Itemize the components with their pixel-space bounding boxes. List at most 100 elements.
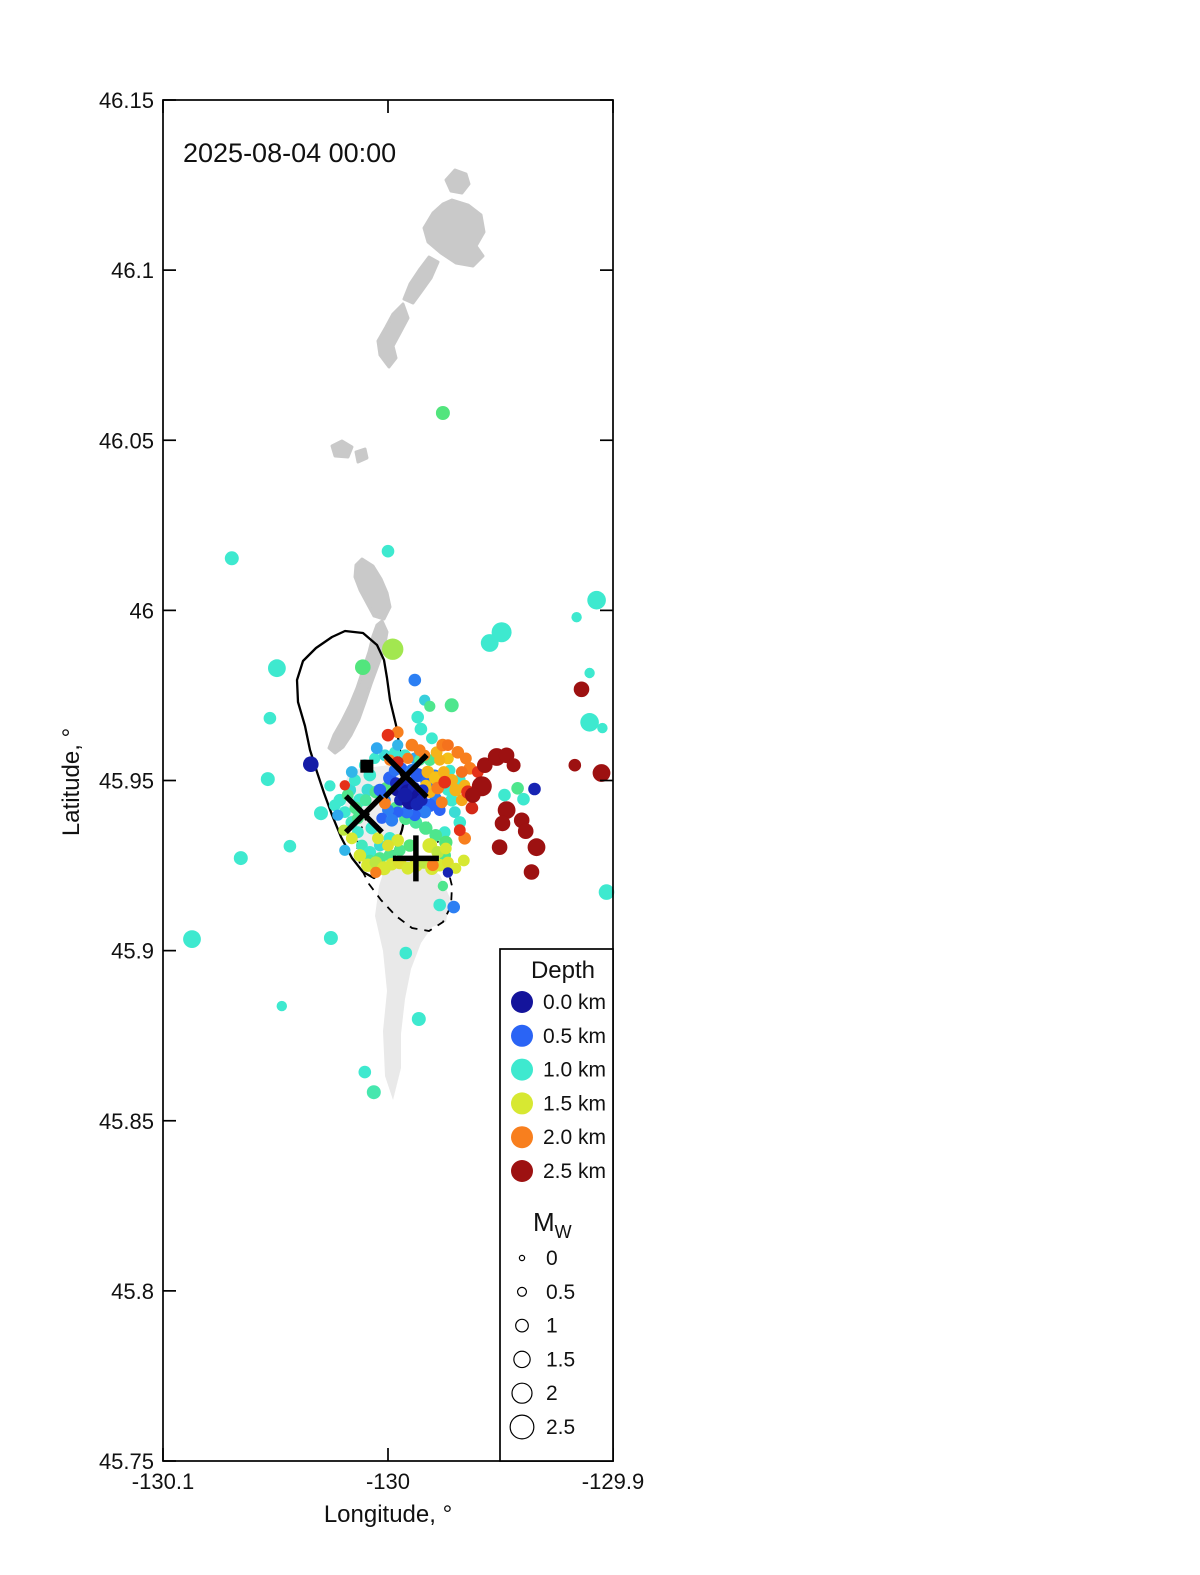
earthquake-point — [580, 713, 599, 732]
y-tick-label: 46 — [130, 598, 154, 623]
earthquake-point — [370, 866, 382, 879]
legend-mw-label: 1 — [546, 1315, 558, 1338]
earthquake-point — [517, 823, 534, 839]
earthquake-point — [494, 815, 511, 832]
earthquake-point — [403, 839, 417, 852]
earthquake-point — [393, 844, 406, 857]
earthquake-point — [442, 867, 454, 878]
earthquake-point — [411, 1012, 426, 1026]
earthquake-point — [435, 406, 450, 420]
earthquake-point — [442, 856, 454, 869]
earthquake-point — [324, 780, 336, 792]
earthquake-point — [391, 834, 405, 847]
earthquake-point — [598, 884, 615, 900]
legend-mw-label: 2 — [546, 1382, 558, 1405]
caldera-outline — [295, 629, 408, 880]
earthquake-point — [571, 612, 582, 623]
y-tick-label: 45.75 — [99, 1449, 154, 1474]
bathymetry-shape — [330, 439, 354, 459]
bathymetry-shape — [444, 168, 471, 195]
y-tick-label: 45.9 — [111, 939, 154, 964]
earthquake-point — [373, 783, 387, 797]
lava-flow-shape — [375, 858, 450, 1100]
earthquake-point — [442, 739, 454, 751]
earthquake-point — [392, 739, 404, 751]
earthquake-point — [233, 851, 248, 866]
earthquake-point — [597, 722, 608, 734]
earthquake-point — [379, 797, 391, 810]
earthquake-point — [224, 551, 239, 566]
legend-mw-swatch — [511, 1382, 533, 1404]
earthquake-point — [408, 673, 422, 687]
bathymetry-shape — [353, 557, 392, 621]
earthquake-point — [527, 838, 546, 857]
earthquake-point — [426, 732, 438, 745]
earthquake-point — [366, 1085, 381, 1100]
legend-mw-swatch — [518, 1254, 526, 1262]
earthquake-point — [587, 590, 606, 610]
earthquake-point — [523, 864, 540, 880]
earthquake-point — [363, 846, 377, 859]
legend-depth-label: 0.0 km — [543, 991, 606, 1014]
earthquake-point — [323, 931, 338, 945]
earthquake-point — [353, 849, 367, 862]
earthquake-point — [497, 801, 516, 819]
legend-mw-title: MW — [533, 1207, 572, 1242]
legend-depth-swatch — [511, 1126, 533, 1149]
earthquake-point — [433, 898, 447, 912]
legend-depth-swatch — [511, 1092, 533, 1115]
earthquake-point — [339, 844, 351, 856]
earthquake-point — [414, 722, 428, 736]
earthquake-point — [498, 788, 511, 802]
x-tick-label: -130.1 — [132, 1469, 194, 1494]
earthquake-point — [445, 793, 459, 807]
bathymetry-shape — [402, 255, 440, 305]
earthquake-point — [370, 742, 383, 755]
legend-depth-swatch — [511, 1024, 533, 1047]
legend-depth-label: 2.5 km — [543, 1160, 606, 1183]
map-markers — [343, 753, 439, 882]
earthquake-point — [453, 824, 466, 837]
earthquake-point — [411, 710, 425, 724]
earthquake-point — [424, 700, 436, 712]
legend-mw-swatch — [516, 1286, 528, 1297]
legend-depth-swatch — [511, 1058, 533, 1081]
x-marker — [382, 753, 429, 800]
earthquake-point — [381, 728, 395, 742]
earthquake-point — [437, 766, 450, 778]
earthquake-point — [399, 946, 413, 960]
earthquake-point — [381, 544, 395, 558]
legend-depth-label: 1.5 km — [543, 1092, 606, 1115]
legend-depth-swatch — [511, 991, 533, 1013]
legend-mw-label: 1.5 — [546, 1348, 575, 1371]
x-tick-label: -130 — [366, 1469, 410, 1494]
earthquake-point — [584, 667, 595, 679]
earthquake-point — [314, 806, 328, 821]
earthquake-point — [455, 766, 468, 778]
legend-depth-swatch — [511, 1160, 533, 1182]
earthquake-point — [329, 799, 341, 812]
earthquake-point — [338, 824, 350, 836]
x-tick-label: -129.9 — [582, 1469, 644, 1494]
earthquake-point — [457, 854, 470, 867]
earthquake-point — [268, 659, 286, 678]
earthquake-point — [260, 772, 275, 787]
earthquake-point — [444, 698, 459, 713]
earthquake-point — [491, 839, 508, 855]
earthquake-point — [283, 839, 297, 853]
earthquake-point — [429, 829, 443, 842]
earthquake-point — [448, 806, 461, 818]
earthquake-point — [332, 809, 344, 821]
earthquake-point — [438, 775, 452, 789]
date-title: 2025-08-04 00:00 — [183, 138, 397, 168]
earthquake-point — [426, 859, 439, 872]
earthquake-point — [465, 787, 481, 803]
earthquake-point — [358, 1065, 372, 1079]
earthquake-point — [460, 752, 472, 765]
legend-mw-swatch — [509, 1414, 535, 1440]
earthquake-point — [372, 832, 384, 845]
earthquake-point — [568, 758, 582, 772]
y-tick-label: 46.15 — [99, 88, 154, 113]
earthquake-point — [439, 842, 452, 855]
